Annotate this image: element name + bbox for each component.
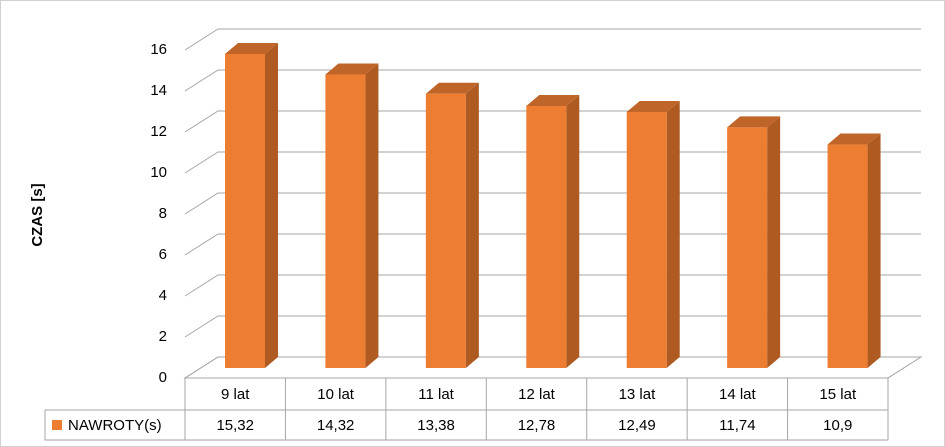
bar-side — [465, 82, 479, 369]
bar-side — [265, 42, 278, 368]
x-tick-label: 15 lat — [819, 386, 857, 403]
table-value: 13,38 — [417, 417, 455, 434]
bar — [626, 111, 667, 368]
bar — [727, 127, 768, 368]
y-tick-label: 6 — [159, 246, 167, 263]
y-tick-label: 16 — [150, 41, 167, 58]
grid-line — [184, 274, 921, 297]
bar-top — [325, 63, 379, 75]
legend-label: NAWROTY(s) — [68, 417, 162, 434]
bar-top — [526, 95, 580, 107]
table-value: 12,49 — [618, 417, 656, 434]
x-tick-label: 11 lat — [418, 386, 454, 403]
y-tick-label: 8 — [159, 205, 167, 222]
bar-top — [425, 82, 479, 94]
table-value: 15,32 — [216, 417, 254, 434]
x-tick-label: 9 lat — [221, 386, 250, 403]
grid-line — [184, 356, 921, 379]
bar-side — [867, 133, 881, 368]
grid-line — [184, 28, 921, 51]
y-tick-label: 10 — [150, 164, 167, 181]
bar-top — [727, 116, 781, 128]
bar — [225, 53, 265, 368]
table-value: 14,32 — [317, 417, 355, 434]
table-grid — [44, 377, 888, 441]
grid-line — [184, 151, 921, 174]
table-value: 10,9 — [823, 417, 852, 434]
table-value: 12,78 — [518, 417, 556, 434]
bar-side — [666, 100, 680, 368]
legend-swatch — [52, 420, 62, 430]
bar-top — [827, 133, 881, 145]
y-tick-label: 4 — [159, 287, 167, 304]
grid-line — [184, 69, 921, 92]
bar-side — [767, 116, 781, 368]
x-tick-label: 10 lat — [317, 386, 355, 403]
y-tick-label: 2 — [159, 328, 167, 345]
grid-line — [184, 192, 921, 215]
bar — [526, 106, 567, 368]
grid-line — [184, 110, 921, 133]
bar-top — [225, 42, 278, 54]
y-tick-label: 0 — [159, 369, 167, 386]
bar-side — [365, 63, 379, 368]
bar-side — [566, 95, 580, 368]
grid-line — [184, 315, 921, 338]
bar — [425, 93, 466, 369]
x-tick-label: 14 lat — [719, 386, 757, 403]
y-tick-label: 14 — [150, 82, 167, 99]
bar — [827, 144, 868, 368]
y-tick-label: 12 — [150, 123, 167, 140]
grid-line — [184, 233, 921, 256]
bar — [325, 74, 366, 368]
bar-top — [626, 100, 680, 112]
x-tick-label: 13 lat — [619, 386, 657, 403]
table-value: 11,74 — [719, 417, 755, 434]
x-tick-label: 12 lat — [518, 386, 556, 403]
y-axis-title: CZAS [s] — [29, 183, 46, 246]
